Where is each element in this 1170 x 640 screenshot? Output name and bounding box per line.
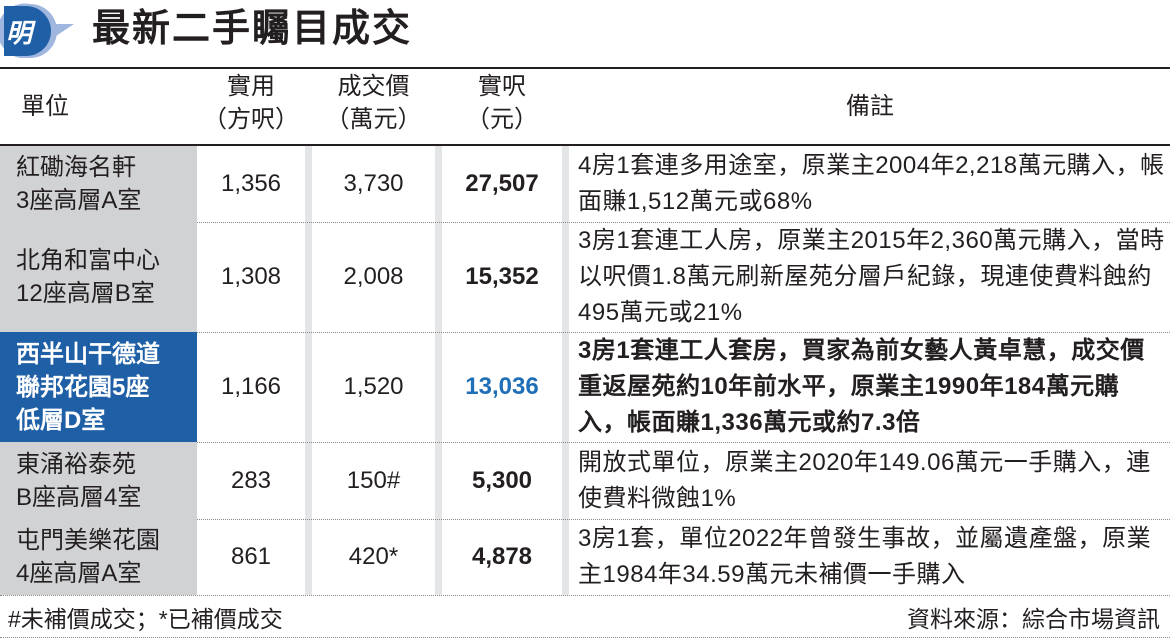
top-rule [0,67,1170,69]
column-header-unit: 單位 [21,93,69,120]
unit-cell: 紅磡海名軒 3座高層A室 [0,146,197,222]
price-cell: 150# [346,466,401,494]
unit-floor: 低層D室 [16,406,106,434]
remark-cell: 3房1套連工人套房，買家為前女藝人黃卓慧，成交價重返屋苑約10年前水平，原業主1… [578,337,1145,436]
row-divider [0,595,1170,596]
row-divider [0,222,1170,223]
unit-name: 屯門美樂花園 [16,527,160,554]
column-header-remark: 備註 [846,93,894,120]
remark-cell: 3房1套，單位2022年曾發生事故，並屬遺產盤，原業主1984年34.59萬元未… [578,525,1152,588]
remark-cell: 4房1套連多用途室，原業主2004年2,218萬元購入，帳面賺1,512萬元或6… [578,152,1165,215]
table-row: 西半山干德道 聯邦花園5座 低層D室 1,166 1,520 13,036 3房… [0,332,1170,443]
row-divider [0,442,1170,443]
unit-block: 12座高層B室 [16,280,155,307]
column-header-psf: 實呎 （元） [466,73,538,133]
ming-pao-logo-icon: 明 [0,3,74,58]
unit-cell: 屯門美樂花園 4座高層A室 [0,519,197,595]
area-cell: 1,356 [220,170,282,197]
unit-block: 3座高層A室 [16,187,142,214]
unit-cell: 東涌裕泰苑 B座高層4室 [0,442,197,519]
table-row: 北角和富中心 12座高層B室 1,308 2,008 15,352 3房1套連工… [0,222,1170,333]
table-row: 東涌裕泰苑 B座高層4室 283 150# 5,300 開放式單位，原業主202… [0,442,1170,520]
header-rule [0,144,1170,146]
column-divider [562,146,569,595]
area-cell: 1,308 [220,263,282,290]
source-note: 資料來源：綜合市場資訊 [907,606,1160,632]
row-divider [0,519,1170,520]
footer-rule [0,637,1170,638]
page-title: 最新二手矚目成交 [92,8,413,50]
price-cell: 3,730 [343,170,404,197]
table-row: 屯門美樂花園 4座高層A室 861 420* 4,878 3房1套，單位2022… [0,519,1170,596]
unit-block: 4座高層A室 [16,560,142,587]
price-cell: 1,520 [343,373,404,400]
unit-block: 聯邦花園5座 [16,373,150,401]
remark-cell: 開放式單位，原業主2020年149.06萬元一手購入，連使費料微蝕1% [578,448,1151,512]
unit-name: 紅磡海名軒 [16,154,136,181]
unit-name: 東涌裕泰苑 [16,450,136,478]
unit-name: 西半山干德道 [16,340,160,368]
row-divider [0,332,1170,333]
column-divider [305,146,312,595]
table-row: 紅磡海名軒 3座高層A室 1,356 3,730 27,507 4房1套連多用途… [0,146,1170,223]
column-header-price: 成交價 （萬元） [325,73,422,133]
price-cell: 2,008 [343,263,404,290]
price-cell: 420* [348,543,399,570]
remark-cell: 3房1套連工人房，原業主2015年2,360萬元購入，當時以呎價1.8萬元刷新屋… [578,227,1165,326]
area-cell: 861 [230,543,272,570]
column-header-area: 實用 （方呎） [203,73,299,133]
area-cell: 283 [230,466,272,494]
unit-block: B座高層4室 [16,483,142,511]
psf-cell: 5,300 [471,466,533,494]
column-divider [435,146,442,595]
psf-cell: 4,878 [471,543,533,570]
footnote: #未補價成交；*已補價成交 [8,606,283,632]
unit-name: 北角和富中心 [16,247,160,274]
unit-cell: 西半山干德道 聯邦花園5座 低層D室 [0,332,197,442]
psf-cell: 13,036 [465,373,539,400]
area-cell: 1,166 [220,373,282,400]
psf-cell: 27,507 [465,170,539,197]
unit-cell: 北角和富中心 12座高層B室 [0,222,197,332]
psf-cell: 15,352 [465,263,539,290]
svg-text:明: 明 [6,18,36,48]
